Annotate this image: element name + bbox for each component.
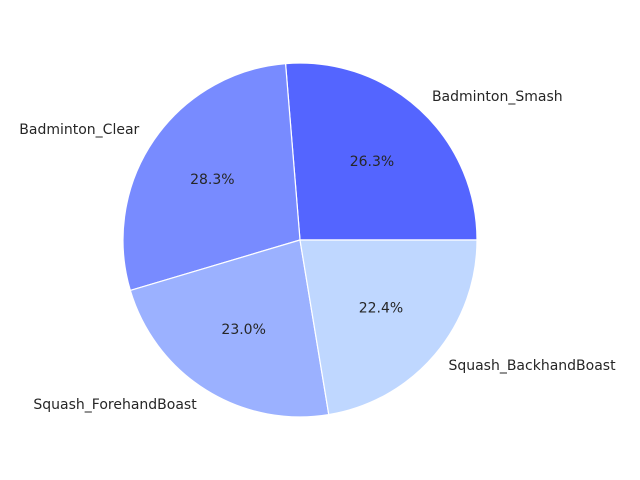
pie-percent-squash-backhandboast: 22.4% (359, 301, 403, 317)
pie-slices (122, 62, 478, 418)
pie-percent-squash-forehandboast: 23.0% (221, 322, 265, 338)
pie-label-squash-backhandboast: Squash_BackhandBoast (448, 358, 616, 374)
pie-label-squash-forehandboast: Squash_ForehandBoast (33, 397, 197, 413)
pie-slice-squash-forehandboast (129, 239, 330, 418)
pie-percent-badminton-smash: 26.3% (350, 154, 394, 170)
pie-percent-badminton-clear: 28.3% (190, 172, 234, 188)
pie-labels: Badminton_Smash 26.3% Badminton_Clear 28.3%… (19, 89, 616, 413)
pie-slice-badminton-clear (122, 62, 301, 292)
pie-label-badminton-smash: Badminton_Smash (432, 89, 563, 105)
pie-slice-badminton-smash (284, 62, 478, 241)
pie-slice-squash-backhandboast (299, 239, 478, 416)
pie-label-badminton-clear: Badminton_Clear (19, 122, 139, 138)
